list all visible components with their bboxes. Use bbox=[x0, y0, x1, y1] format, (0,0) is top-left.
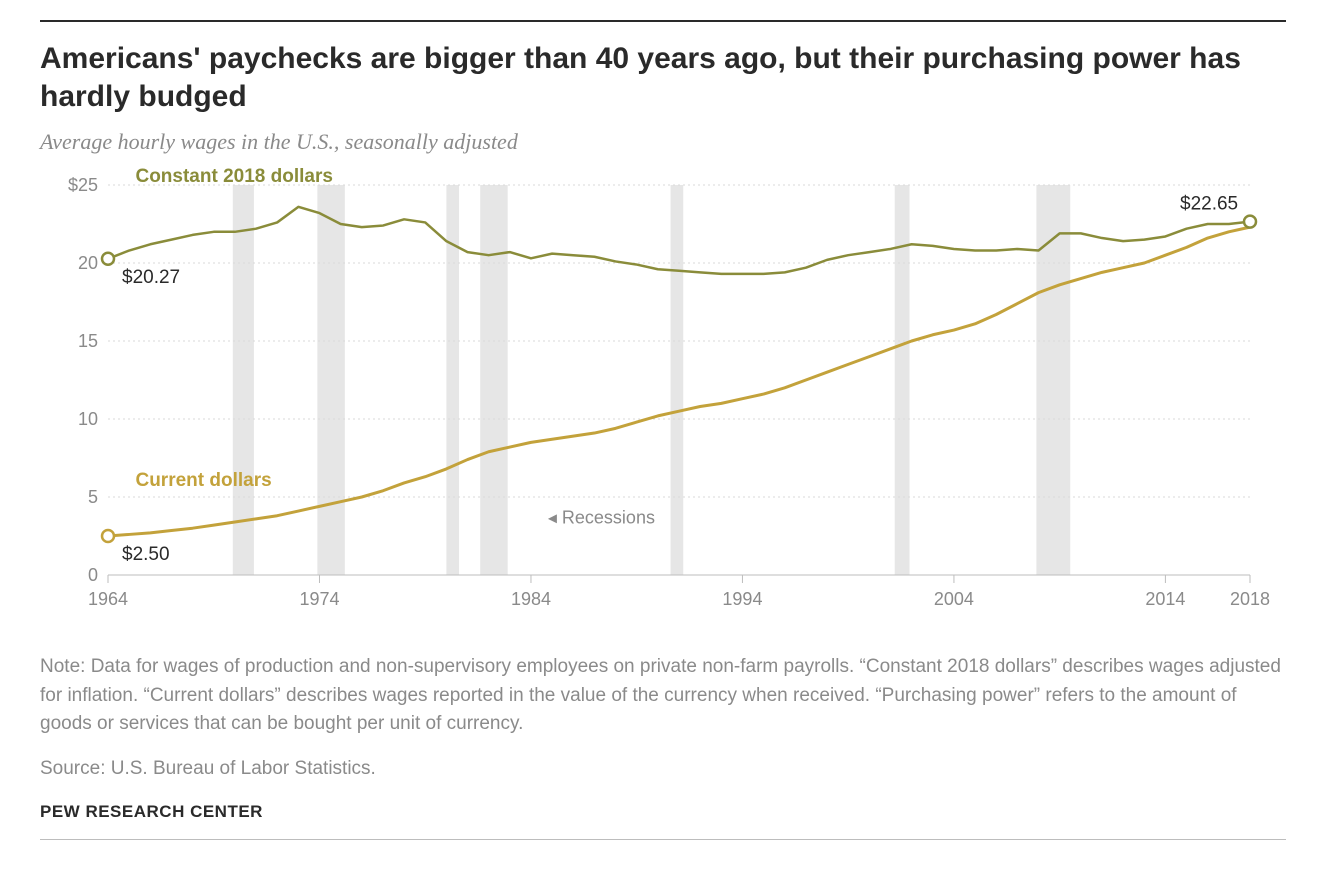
bottom-rule bbox=[40, 839, 1286, 840]
svg-text:Constant 2018 dollars: Constant 2018 dollars bbox=[135, 166, 332, 187]
chart-attribution: PEW RESEARCH CENTER bbox=[40, 802, 1286, 822]
svg-text:$22.65: $22.65 bbox=[1180, 194, 1238, 215]
svg-text:◂ Recessions: ◂ Recessions bbox=[548, 508, 655, 528]
chart-title: Americans' paychecks are bigger than 40 … bbox=[40, 40, 1286, 115]
svg-text:10: 10 bbox=[78, 409, 98, 429]
svg-text:20: 20 bbox=[78, 253, 98, 273]
chart-source: Source: U.S. Bureau of Labor Statistics. bbox=[40, 758, 1286, 780]
svg-text:2014: 2014 bbox=[1145, 589, 1185, 609]
svg-text:2018: 2018 bbox=[1230, 589, 1270, 609]
chart-plot-area: 0 5 10 15 20 $25 1964 1974 1984 1994 2004 2014 2018 ◂… bbox=[40, 165, 1286, 635]
svg-text:2004: 2004 bbox=[934, 589, 974, 609]
svg-text:5: 5 bbox=[88, 487, 98, 507]
top-rule bbox=[40, 20, 1286, 22]
svg-text:$20.27: $20.27 bbox=[122, 267, 180, 288]
svg-text:1994: 1994 bbox=[722, 589, 762, 609]
svg-text:1984: 1984 bbox=[511, 589, 551, 609]
line-chart-svg: 0 5 10 15 20 $25 1964 1974 1984 1994 2004 2014 2018 ◂… bbox=[40, 165, 1286, 635]
svg-text:1974: 1974 bbox=[299, 589, 339, 609]
chart-note: Note: Data for wages of production and n… bbox=[40, 653, 1286, 739]
chart-container: Americans' paychecks are bigger than 40 … bbox=[0, 0, 1326, 872]
svg-text:0: 0 bbox=[88, 565, 98, 585]
svg-text:$2.50: $2.50 bbox=[122, 544, 170, 565]
svg-text:15: 15 bbox=[78, 331, 98, 351]
chart-subtitle: Average hourly wages in the U.S., season… bbox=[40, 129, 1286, 155]
svg-text:$25: $25 bbox=[68, 175, 98, 195]
svg-text:Current dollars: Current dollars bbox=[135, 470, 271, 491]
svg-text:1964: 1964 bbox=[88, 589, 128, 609]
